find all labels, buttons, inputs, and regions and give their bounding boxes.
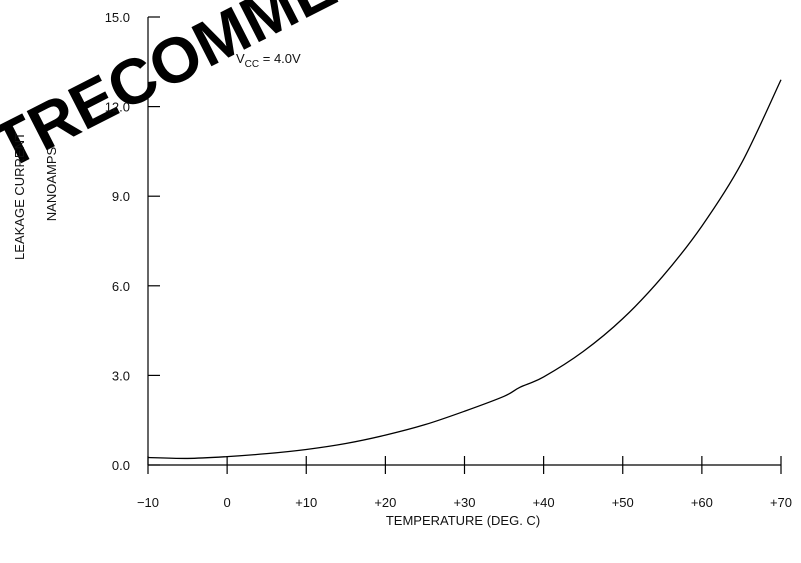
x-tick-label: 0 (224, 495, 231, 510)
y-axis-title-line1: LEAKAGE CURRENT (12, 132, 27, 260)
x-axis-title: TEMPERATURE (DEG. C) (386, 513, 540, 528)
y-axis-title-line2: NANOAMPS (44, 146, 59, 221)
y-tick-label: 15.0 (105, 10, 130, 25)
series-line (147, 79, 782, 460)
x-tick-label: +10 (295, 495, 317, 510)
y-tick-label: 3.0 (112, 368, 130, 383)
y-tick-label: 6.0 (112, 279, 130, 294)
x-tick-label: +30 (453, 495, 475, 510)
y-tick-label: 12.0 (105, 100, 130, 115)
y-tick-label: 0.0 (112, 458, 130, 473)
x-ticks: −10 0 +10 +20 +30 +40 +50 +60 +70 (137, 456, 792, 510)
x-tick-label: +50 (612, 495, 634, 510)
vcc-annotation: VCC = 4.0V (236, 51, 301, 70)
x-tick-label: −10 (137, 495, 159, 510)
x-tick-label: +70 (770, 495, 792, 510)
y-ticks: 0.0 3.0 6.0 9.0 12.0 15.0 (105, 10, 160, 473)
y-tick-label: 9.0 (112, 189, 130, 204)
x-tick-label: +40 (533, 495, 555, 510)
x-tick-label: +60 (691, 495, 713, 510)
x-tick-label: +20 (374, 495, 396, 510)
